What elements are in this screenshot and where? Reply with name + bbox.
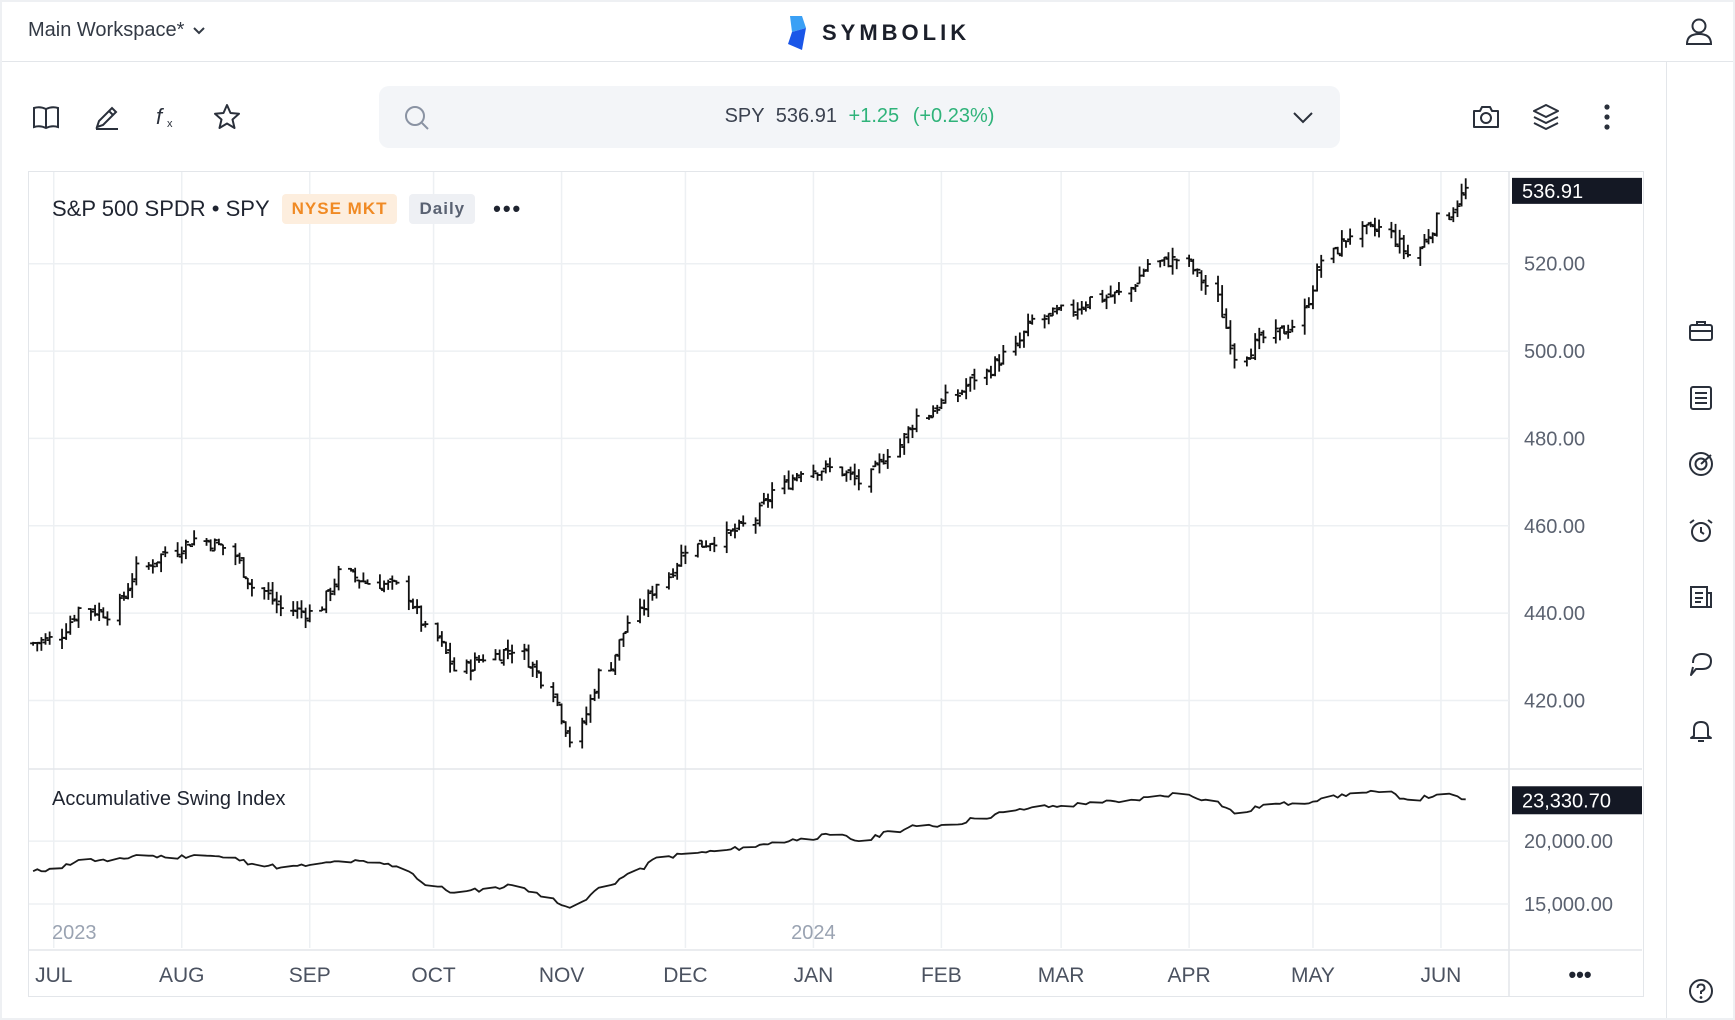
- chart-options-button[interactable]: •••: [493, 196, 523, 221]
- help-icon[interactable]: [1687, 977, 1715, 1005]
- radar-icon[interactable]: [1687, 450, 1715, 478]
- vertical-dots-icon[interactable]: [1592, 102, 1622, 132]
- brand-logo: SYMBOLIK: [784, 14, 970, 52]
- interval-badge[interactable]: Daily: [409, 194, 476, 224]
- book-icon[interactable]: [31, 102, 61, 132]
- alarm-clock-icon[interactable]: [1687, 517, 1715, 545]
- quote-change: +1.25: [848, 105, 900, 127]
- right-sidebar: [1666, 62, 1733, 1018]
- briefcase-icon[interactable]: [1687, 317, 1715, 345]
- list-icon[interactable]: [1687, 384, 1715, 412]
- search-icon: [405, 106, 429, 130]
- bell-icon[interactable]: [1687, 716, 1715, 744]
- news-icon[interactable]: [1687, 583, 1715, 611]
- chart-frame: [28, 171, 1644, 997]
- chevron-down-icon[interactable]: [1291, 110, 1315, 126]
- workspace-label: Main Workspace*: [28, 19, 185, 41]
- star-icon[interactable]: [212, 102, 242, 132]
- user-account-button[interactable]: [1684, 16, 1714, 51]
- svg-text:x: x: [167, 118, 173, 130]
- top-bar: Main Workspace* SYMBOLIK: [2, 2, 1733, 62]
- user-icon: [1685, 18, 1713, 45]
- brand-name: SYMBOLIK: [822, 20, 971, 45]
- symbol-search-bar[interactable]: SPY 536.91 +1.25 (+0.23%): [379, 86, 1340, 148]
- quote-summary: SPY 536.91 +1.25 (+0.23%): [379, 105, 1340, 128]
- exchange-badge: NYSE MKT: [281, 194, 398, 224]
- quote-symbol: SPY: [724, 105, 765, 127]
- workspace-selector[interactable]: Main Workspace*: [28, 19, 206, 42]
- chart-title: S&P 500 SPDR • SPY: [52, 196, 270, 221]
- symbolik-logo-icon: [788, 16, 806, 50]
- chat-icon[interactable]: [1687, 650, 1715, 678]
- chart-header: S&P 500 SPDR • SPY NYSE MKT Daily •••: [52, 194, 522, 224]
- pencil-icon[interactable]: [92, 102, 122, 132]
- svg-text:f: f: [156, 104, 165, 129]
- quote-change-pct: (+0.23%): [912, 105, 995, 127]
- layers-icon[interactable]: [1531, 102, 1561, 132]
- indicator-title: Accumulative Swing Index: [52, 788, 286, 810]
- function-icon[interactable]: f x: [152, 102, 182, 132]
- quote-price: 536.91: [775, 105, 837, 127]
- chevron-down-icon: [193, 26, 206, 34]
- camera-icon[interactable]: [1471, 102, 1501, 132]
